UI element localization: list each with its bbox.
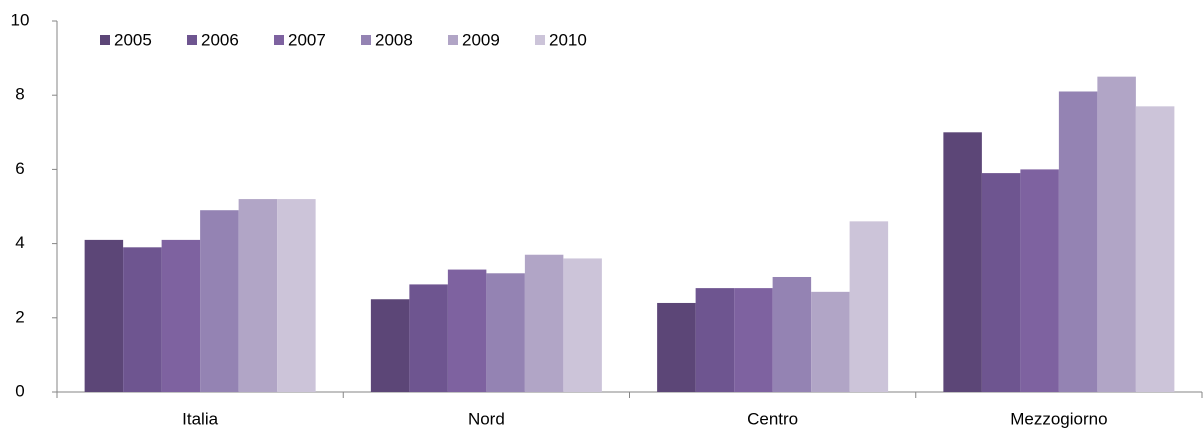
- bar: [1020, 169, 1059, 392]
- bar: [1058, 91, 1098, 393]
- y-tick-label: 4: [15, 233, 24, 252]
- bar: [563, 258, 602, 392]
- legend-swatch: [100, 35, 110, 45]
- legend-swatch: [187, 35, 197, 45]
- y-tick-label: 8: [15, 85, 24, 104]
- bar: [772, 276, 812, 392]
- bar: [849, 221, 889, 392]
- bar: [447, 269, 487, 392]
- legend-swatch: [274, 35, 284, 45]
- x-tick-label: Centro: [747, 409, 798, 428]
- legend-swatch: [361, 35, 371, 45]
- bar: [84, 239, 124, 392]
- y-tick-label: 0: [15, 381, 24, 400]
- bar: [1135, 106, 1175, 392]
- bar: [370, 299, 410, 392]
- legend-swatch: [535, 35, 545, 45]
- legend-label: 2005: [114, 30, 152, 49]
- bar: [981, 173, 1021, 392]
- bar: [161, 239, 201, 392]
- bar: [943, 132, 982, 393]
- bar: [734, 288, 773, 392]
- legend-label: 2007: [288, 30, 326, 49]
- bar: [486, 273, 525, 392]
- bar: [695, 288, 735, 392]
- y-tick-label: 10: [11, 10, 30, 29]
- y-tick-label: 6: [15, 159, 24, 178]
- bar: [1097, 76, 1136, 393]
- y-tick-label: 2: [15, 307, 24, 326]
- bar: [524, 254, 564, 392]
- legend-label: 2008: [375, 30, 413, 49]
- bar: [277, 199, 316, 392]
- bar: [123, 247, 162, 392]
- legend-label: 2009: [462, 30, 500, 49]
- bar: [811, 291, 850, 392]
- x-tick-label: Nord: [468, 409, 505, 428]
- x-tick-label: Mezzogiorno: [1010, 409, 1107, 428]
- legend-swatch: [448, 35, 458, 45]
- x-tick-label: Italia: [182, 409, 218, 428]
- bar: [409, 284, 448, 392]
- legend-label: 2010: [549, 30, 587, 49]
- legend-label: 2006: [201, 30, 239, 49]
- bar: [238, 199, 278, 392]
- bar: [657, 302, 696, 392]
- bar: [200, 210, 239, 392]
